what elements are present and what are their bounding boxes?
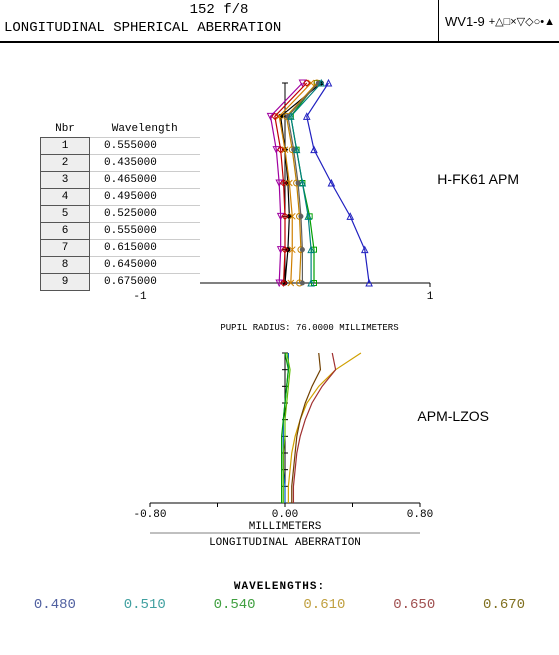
th-wl: Wavelength	[90, 121, 201, 138]
svg-text:0.80: 0.80	[407, 509, 433, 521]
header-legend: WV1-9 +△□×▽◇○•▲	[438, 0, 559, 41]
svg-text:MILLIMETERS: MILLIMETERS	[249, 521, 322, 533]
footer-wavelength-value: 0.670	[483, 597, 525, 613]
table-nbr-cell: 8	[41, 257, 90, 274]
table-nbr-cell: 6	[41, 223, 90, 240]
footer-wavelength-value: 0.650	[393, 597, 435, 613]
wavelength-table: Nbr Wavelength 10.55500020.43500030.4650…	[40, 121, 200, 291]
table-nbr-cell: 2	[41, 155, 90, 172]
table-wl-cell: 0.555000	[90, 223, 201, 240]
svg-text:1: 1	[427, 291, 434, 303]
chart-1: Nbr Wavelength 10.55500020.43500030.4650…	[0, 43, 559, 323]
header-title-2: LONGITUDINAL SPHERICAL ABERRATION	[4, 20, 434, 38]
svg-text:0.00: 0.00	[272, 509, 298, 521]
table-nbr-cell: 3	[41, 172, 90, 189]
chart1-label: H-FK61 APM	[437, 171, 519, 187]
table-nbr-cell: 5	[41, 206, 90, 223]
footer: WAVELENGTHS: 0.4800.5100.5400.6100.6500.…	[0, 581, 559, 621]
footer-wavelength-value: 0.510	[124, 597, 166, 613]
svg-text:-1: -1	[133, 291, 147, 303]
footer-values: 0.480 0.510 0.540 0.610 0.650 0.670	[0, 597, 559, 621]
footer-wavelength-value: 0.480	[34, 597, 76, 613]
chart-area: Nbr Wavelength 10.55500020.43500030.4650…	[0, 43, 559, 621]
chart2-svg: -0.80 0.00 0.80 MILLIMETERS LONGITUDINAL ABE…	[0, 333, 559, 553]
footer-title: WAVELENGTHS:	[0, 581, 559, 593]
table-wl-cell: 0.555000	[90, 138, 201, 155]
table-nbr-cell: 4	[41, 189, 90, 206]
legend-symbols: +△□×▽◇○•▲	[489, 15, 555, 28]
table-wl-cell: 0.645000	[90, 257, 201, 274]
table-nbr-cell: 9	[41, 274, 90, 291]
table-wl-cell: 0.495000	[90, 189, 201, 206]
header: 152 f/8 LONGITUDINAL SPHERICAL ABERRATIO…	[0, 0, 559, 43]
table-wl-cell: 0.465000	[90, 172, 201, 189]
chart2-label: APM-LZOS	[417, 408, 489, 424]
table-wl-cell: 0.525000	[90, 206, 201, 223]
th-nbr: Nbr	[41, 121, 90, 138]
table-wl-cell: 0.675000	[90, 274, 201, 291]
legend-label: WV1-9	[445, 14, 485, 29]
svg-text:LONGITUDINAL ABERRATION: LONGITUDINAL ABERRATION	[209, 537, 361, 549]
footer-wavelength-value: 0.610	[303, 597, 345, 613]
table-nbr-cell: 1	[41, 138, 90, 155]
table-wl-cell: 0.435000	[90, 155, 201, 172]
svg-text:-0.80: -0.80	[133, 509, 166, 521]
header-title-1: 152 f/8	[4, 2, 434, 20]
footer-wavelength-value: 0.540	[214, 597, 256, 613]
header-left: 152 f/8 LONGITUDINAL SPHERICAL ABERRATIO…	[0, 0, 438, 41]
pupil-radius-text: PUPIL RADIUS: 76.0000 MILLIMETERS	[60, 323, 559, 333]
table-nbr-cell: 7	[41, 240, 90, 257]
chart-2: PUPIL RADIUS: 76.0000 MILLIMETERS -0.80 0…	[0, 323, 559, 573]
table-wl-cell: 0.615000	[90, 240, 201, 257]
